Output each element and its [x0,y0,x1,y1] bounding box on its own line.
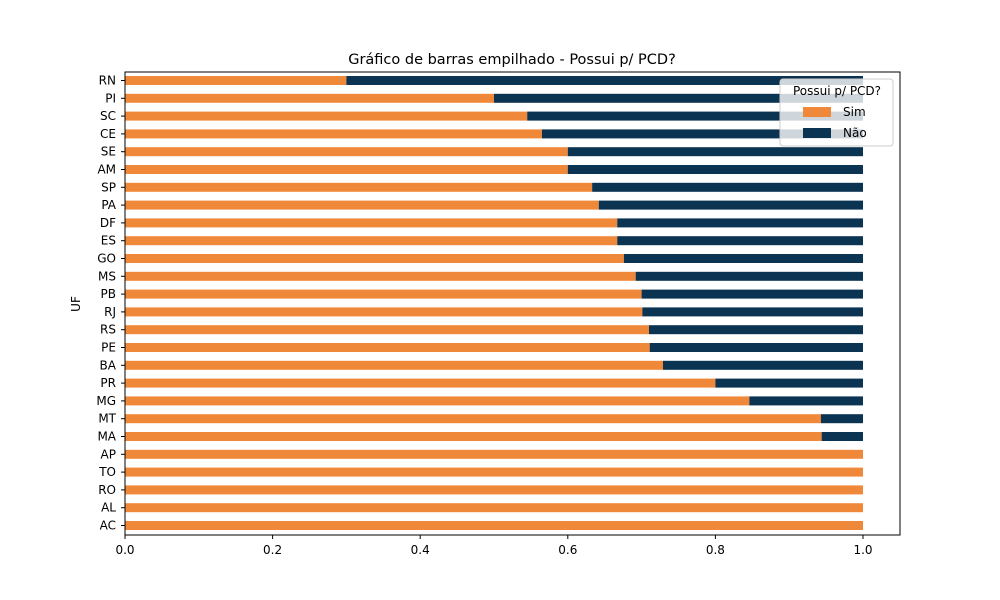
y-tick-label: RJ [104,305,116,319]
legend-swatch-nao [803,128,831,138]
bar-nao-sc [527,111,863,121]
y-tick-label: RN [99,74,116,88]
y-tick-label: AP [101,447,116,461]
bar-sim-am [125,165,568,174]
chart-title: Gráfico de barras empilhado - Possui p/ … [348,52,676,68]
bar-nao-es [617,236,863,246]
bar-sim-al [125,503,863,513]
bar-nao-rj [642,307,863,317]
y-tick-label: DF [100,216,116,230]
bar-nao-pa [598,200,863,210]
bar-sim-to [125,467,863,477]
x-tick-label: 0.6 [558,543,577,557]
bar-nao-rs [648,325,863,335]
bar-nao-rn [346,76,863,85]
bar-sim-ro [125,485,863,495]
bar-sim-go [125,254,624,263]
bar-nao-ce [541,129,863,139]
bar-nao-df [617,218,863,228]
bar-sim-ac [125,521,863,530]
bar-sim-rs [125,325,649,335]
bar-sim-ms [125,271,636,281]
bars-group [125,76,863,530]
y-tick-label: RS [100,323,116,337]
bar-sim-ba [125,360,664,370]
y-tick-label: MS [98,269,116,283]
y-tick-label: SP [101,180,116,194]
legend-label-nao: Não [843,126,867,140]
legend-label-sim: Sim [843,105,866,119]
bar-sim-ma [125,432,822,441]
bar-nao-pr [715,378,863,388]
bar-sim-ce [125,129,542,139]
bar-nao-se [567,147,863,157]
bar-nao-pb [641,289,863,299]
bar-sim-pb [125,289,642,299]
x-tick-label: 0.2 [263,543,282,557]
y-tick-label: AM [97,163,116,177]
bar-nao-ms [635,271,863,281]
x-tick-label: 0.0 [115,543,134,557]
y-tick-label: ES [101,234,116,248]
x-tick-label: 0.8 [706,543,725,557]
y-tick-label: RO [98,483,116,497]
bar-nao-pe [649,343,863,352]
y-tick-label: PA [101,198,116,212]
bar-nao-am [567,165,863,174]
y-tick-label: TO [98,465,116,479]
bar-sim-sp [125,182,593,192]
bar-nao-ba [663,360,863,370]
bar-sim-pe [125,343,650,352]
y-tick-label: SC [100,109,116,123]
bar-nao-go [623,254,863,263]
bar-sim-mt [125,414,821,424]
y-axis: AC AL RO TO AP MA MT MG PR BA PE RS RJ PB MS GO ES DF PA SP… [96,74,125,533]
bar-sim-df [125,218,618,228]
y-tick-label: BA [100,358,117,372]
plot-frame [124,71,901,536]
bar-sim-se [125,147,568,157]
bar-sim-pr [125,378,716,388]
x-tick-label: 1.0 [853,543,872,557]
y-tick-label: PE [101,341,116,355]
y-tick-label: SE [101,145,116,159]
y-axis-label: UF [69,296,83,312]
bar-nao-ma [821,432,863,441]
bar-sim-rj [125,307,643,317]
y-tick-label: PR [100,376,116,390]
legend-swatch-sim [803,107,831,117]
y-tick-label: MA [97,430,116,444]
bar-sim-sc [125,111,528,121]
y-tick-label: PB [101,287,116,301]
bar-sim-pi [125,93,494,103]
x-axis: 0.0 0.2 0.4 0.6 0.8 1.0 [115,535,873,557]
y-tick-label: AC [100,519,116,533]
bar-sim-ap [125,449,863,459]
bar-nao-pi [494,93,863,103]
legend: Possui p/ PCD? Sim Não [779,78,894,147]
legend-title: Possui p/ PCD? [793,84,881,98]
y-tick-label: PI [105,91,116,105]
y-tick-label: AL [101,501,116,515]
y-tick-label: CE [100,127,116,141]
x-tick-label: 0.4 [411,543,430,557]
bar-nao-mg [749,396,863,406]
bar-sim-rn [125,76,347,85]
bar-sim-pa [125,200,599,210]
bar-nao-sp [592,182,863,192]
y-tick-label: MG [96,394,116,408]
bar-sim-mg [125,396,750,406]
bar-nao-mt [820,414,863,424]
y-tick-label: GO [97,252,116,266]
y-tick-label: MT [98,412,116,426]
bar-sim-es [125,236,618,246]
